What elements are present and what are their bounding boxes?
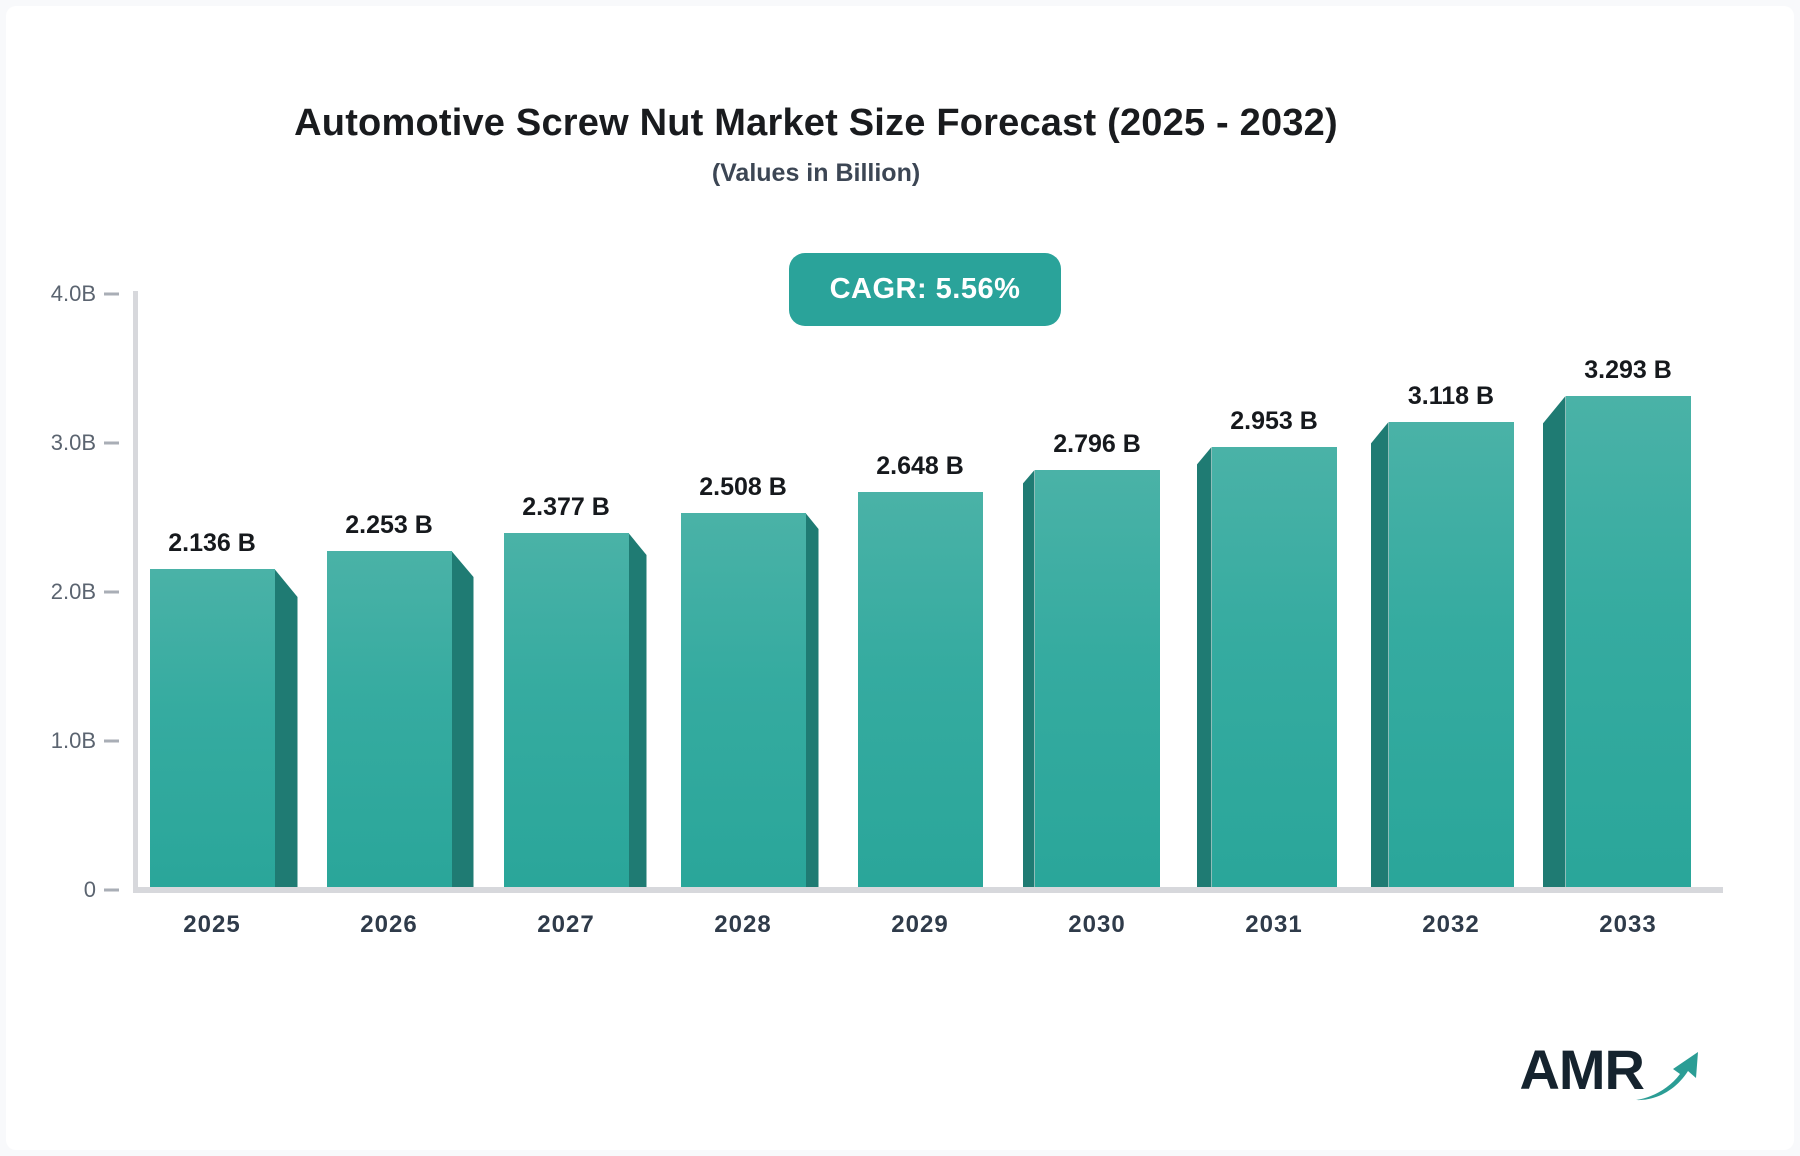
bar-3d-side (805, 513, 819, 887)
y-axis-tick-mark (104, 292, 119, 296)
bar-3d-side (274, 569, 298, 887)
bar-value-label: 2.796 B (1053, 430, 1141, 458)
bar-face (149, 569, 275, 887)
bar-face (1565, 396, 1691, 887)
bar-face (326, 551, 452, 887)
bar-3d-side (1370, 422, 1389, 887)
amr-logo-text: AMR (1519, 1038, 1645, 1101)
bar-value-label: 2.136 B (168, 529, 256, 557)
cagr-badge-label: CAGR: 5.56% (829, 273, 1021, 305)
cagr-badge: CAGR: 5.56% (789, 253, 1061, 326)
bar-value-label: 2.508 B (699, 473, 787, 501)
bar-face (1034, 470, 1160, 887)
y-axis-tick-label: 3.0B (50, 430, 96, 455)
y-axis-tick-mark (104, 739, 119, 743)
x-axis-tick-label: 2027 (537, 911, 595, 938)
y-axis-tick-mark (104, 441, 119, 445)
bar-value-label: 2.253 B (345, 511, 433, 539)
bar-value-label: 2.648 B (876, 452, 964, 480)
bar-3d-side (1542, 396, 1566, 887)
bar-face (680, 513, 806, 887)
y-axis-tick-mark (104, 888, 119, 892)
x-axis-line (133, 887, 1723, 893)
x-axis-tick-label: 2026 (360, 911, 418, 938)
y-axis-tick-label: 2.0B (50, 579, 96, 604)
x-axis-tick-label: 2029 (891, 911, 949, 938)
growth-arrow-icon (1636, 1052, 1698, 1101)
y-axis-tick-mark (104, 590, 119, 594)
x-axis-tick-label: 2030 (1068, 911, 1126, 938)
y-axis-tick-label: 0 (83, 877, 96, 902)
y-axis-tick-label: 1.0B (50, 728, 96, 753)
y-axis-tick-label: 4.0B (50, 281, 96, 306)
bar-face (857, 492, 983, 887)
y-axis-line (133, 291, 138, 893)
bar-face (1388, 422, 1514, 887)
x-axis-tick-label: 2028 (714, 911, 772, 938)
bar-value-label: 2.377 B (522, 493, 610, 521)
chart-title: Automotive Screw Nut Market Size Forecas… (294, 102, 1338, 144)
x-axis-tick-label: 2033 (1599, 911, 1657, 938)
amr-logo: AMR (1519, 1042, 1706, 1106)
x-axis-tick-label: 2032 (1422, 911, 1480, 938)
x-axis-tick-label: 2025 (183, 911, 241, 938)
bar-3d-side (1022, 470, 1035, 887)
bar-value-label: 3.293 B (1584, 356, 1672, 384)
bar-face (1211, 447, 1337, 887)
bar-3d-side (628, 533, 647, 887)
bar-face (503, 533, 629, 887)
bar-3d-side (451, 551, 474, 887)
bar-chart: 0 1.0B 2.0B 3.0B 4.0B 2.136 B 2025 2.253 B 2026 2… (6, 6, 1794, 1150)
bar-3d-side (1196, 447, 1212, 887)
x-axis-tick-label: 2031 (1245, 911, 1303, 938)
chart-subtitle: (Values in Billion) (711, 159, 921, 187)
chart-card: Automotive Screw Nut Market Size Forecas… (6, 6, 1794, 1150)
bar-value-label: 2.953 B (1230, 407, 1318, 435)
bar-value-label: 3.118 B (1407, 382, 1495, 410)
